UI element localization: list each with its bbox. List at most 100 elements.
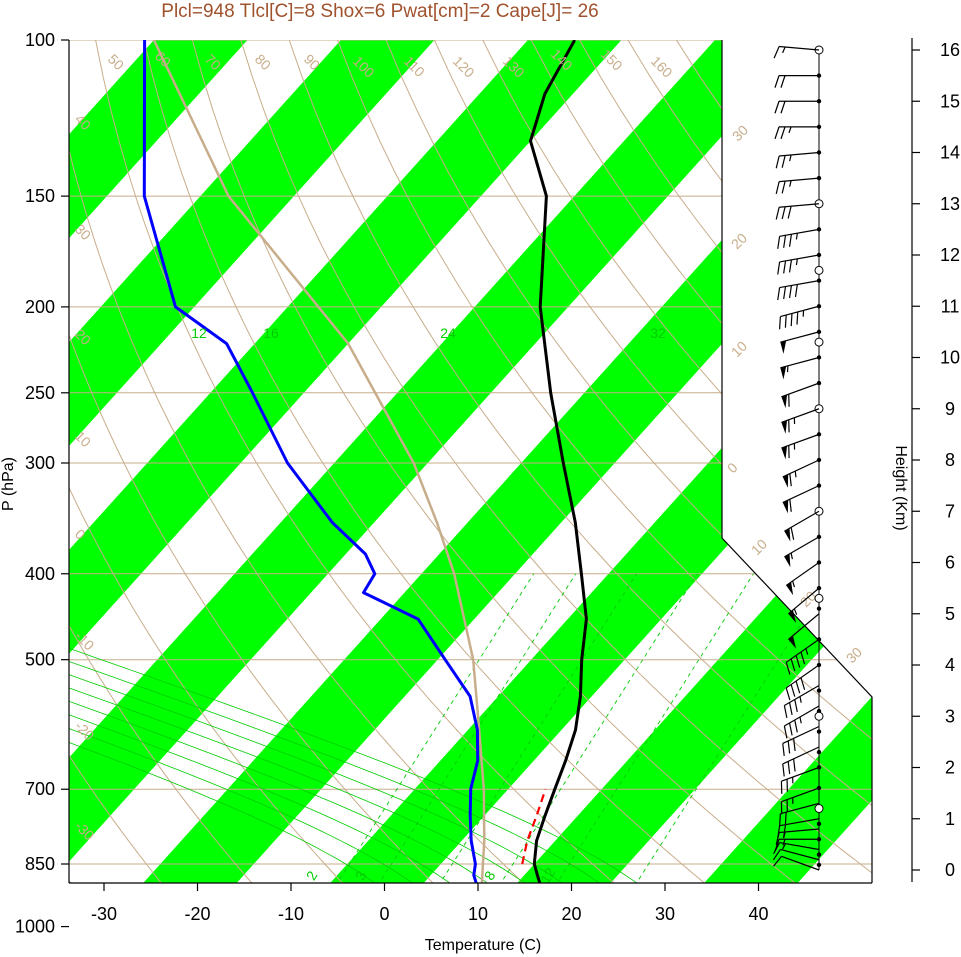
wind-barb-full [787,206,792,219]
wind-barb-flag [784,528,791,542]
wind-barb-full [774,126,780,140]
wind-barb-full [783,286,787,300]
wind-barb-staff [779,203,820,208]
wind-barb-staff [782,746,820,765]
wind-barb-full [788,702,793,716]
wind-barb-half [799,696,802,703]
plot-area [69,40,872,883]
wind-barb-flag [784,553,791,568]
mixing-ratio-line [378,573,577,883]
y-tick-label: 200 [25,297,55,317]
wind-circle [814,804,824,813]
wind-barb-staff [779,228,820,237]
mask-border [721,40,873,883]
wind-barb-half [782,839,786,846]
wind-barb [785,664,820,701]
wind-barb-full [790,527,795,540]
dewpoint-line [142,40,480,883]
chart-title: Plcl=948 Tlcl[C]=8 Shox=6 Pwat[cm]=2 Cap… [161,1,598,22]
moist-adiabat-label: 24 [440,325,456,341]
x-axis-label: Temperature (C) [425,937,541,954]
moist-adiabat-label: 16 [263,325,279,341]
wind-barb [775,151,820,169]
wind-barb-staff [781,408,820,423]
height-tick-label: 15 [940,91,960,111]
wind-barb [783,684,820,719]
wind-barb-staff [784,705,820,727]
wind-barb [777,280,820,301]
height-tick-label: 16 [940,40,960,60]
wind-barb-half [795,233,798,240]
y-tick-label: 250 [25,383,55,403]
wind-barb-full [788,234,793,247]
wind-barb-full [775,207,780,220]
wind-barb [774,100,819,114]
wind-barb-staff [779,828,820,834]
wind-barb-full [789,499,792,512]
wind-barb [783,705,820,739]
x-tick-label: 20 [561,904,581,924]
wind-barb [782,746,820,777]
wind-barb-full [777,825,781,839]
moist-adiabat-label: 12 [191,325,207,341]
isotherm-bands [69,40,872,883]
wind-barb [773,855,820,871]
wind-barb-flag [781,420,788,434]
wind-barb-full [793,738,796,751]
wind-barb-half [789,154,792,162]
wind-barb-full [785,662,791,675]
x-tick-label: 0 [379,904,389,924]
moist-adiabat [69,728,414,883]
y-tick-label: 700 [25,779,55,799]
height-tick-label: 8 [945,450,955,470]
isotherm-band [143,73,872,883]
x-tick-label: -10 [278,904,304,924]
wind-barb-full [775,181,780,195]
mixing-ratio-label: 12 [537,865,559,887]
wind-barb [781,382,820,409]
wind-barb [775,177,820,195]
temperature-line [529,40,588,883]
wind-barb [782,459,820,488]
wind-barb [777,254,820,275]
wind-barb [785,638,820,675]
wind-barb-flag [781,394,788,409]
wind-barb [784,536,820,568]
dry-adiabat-label: 120 [450,53,478,81]
wind-barb-full [787,761,791,775]
wind-barb [782,725,820,757]
isotherm-band [704,696,872,883]
wind-barb-full [790,313,793,327]
wind-barb-staff [779,254,820,263]
wind-barb-flag [782,474,789,488]
wind-barb-full [800,651,806,665]
wind-barb-full [788,722,793,736]
wind-barb-full [789,473,792,487]
height-tick-label: 13 [940,194,960,214]
wind-barb-full [783,235,787,248]
wind-barb-full [784,315,787,328]
wind-barb-full [793,758,796,772]
wind-barb-half [799,716,802,724]
wind-barb-staff [779,280,820,289]
parcel-line [152,40,486,883]
wind-barb [774,838,819,852]
dry-adiabat [385,40,872,675]
y-axis: 100 150 200 250 300 400 500 700 850 1000 [15,30,69,937]
y-axis-label: P (hPa) [0,457,17,511]
dry-adiabat-label: 80 [252,51,274,73]
wind-barb-full [781,155,786,168]
wind-barb-staff [785,664,820,689]
wind-circle [814,593,824,603]
wind-barb-staff [779,841,820,851]
moist-adiabat [69,647,638,883]
moist-adiabat [69,741,376,883]
wind-dot [816,729,822,734]
wind-barb-staff [781,766,820,782]
wind-barb-half [793,608,798,615]
wind-barb-full [800,677,806,690]
wind-barb-full [774,75,780,88]
wind-barb-full [777,287,781,301]
wind-circle [814,337,824,347]
moist-adiabat [69,687,526,883]
